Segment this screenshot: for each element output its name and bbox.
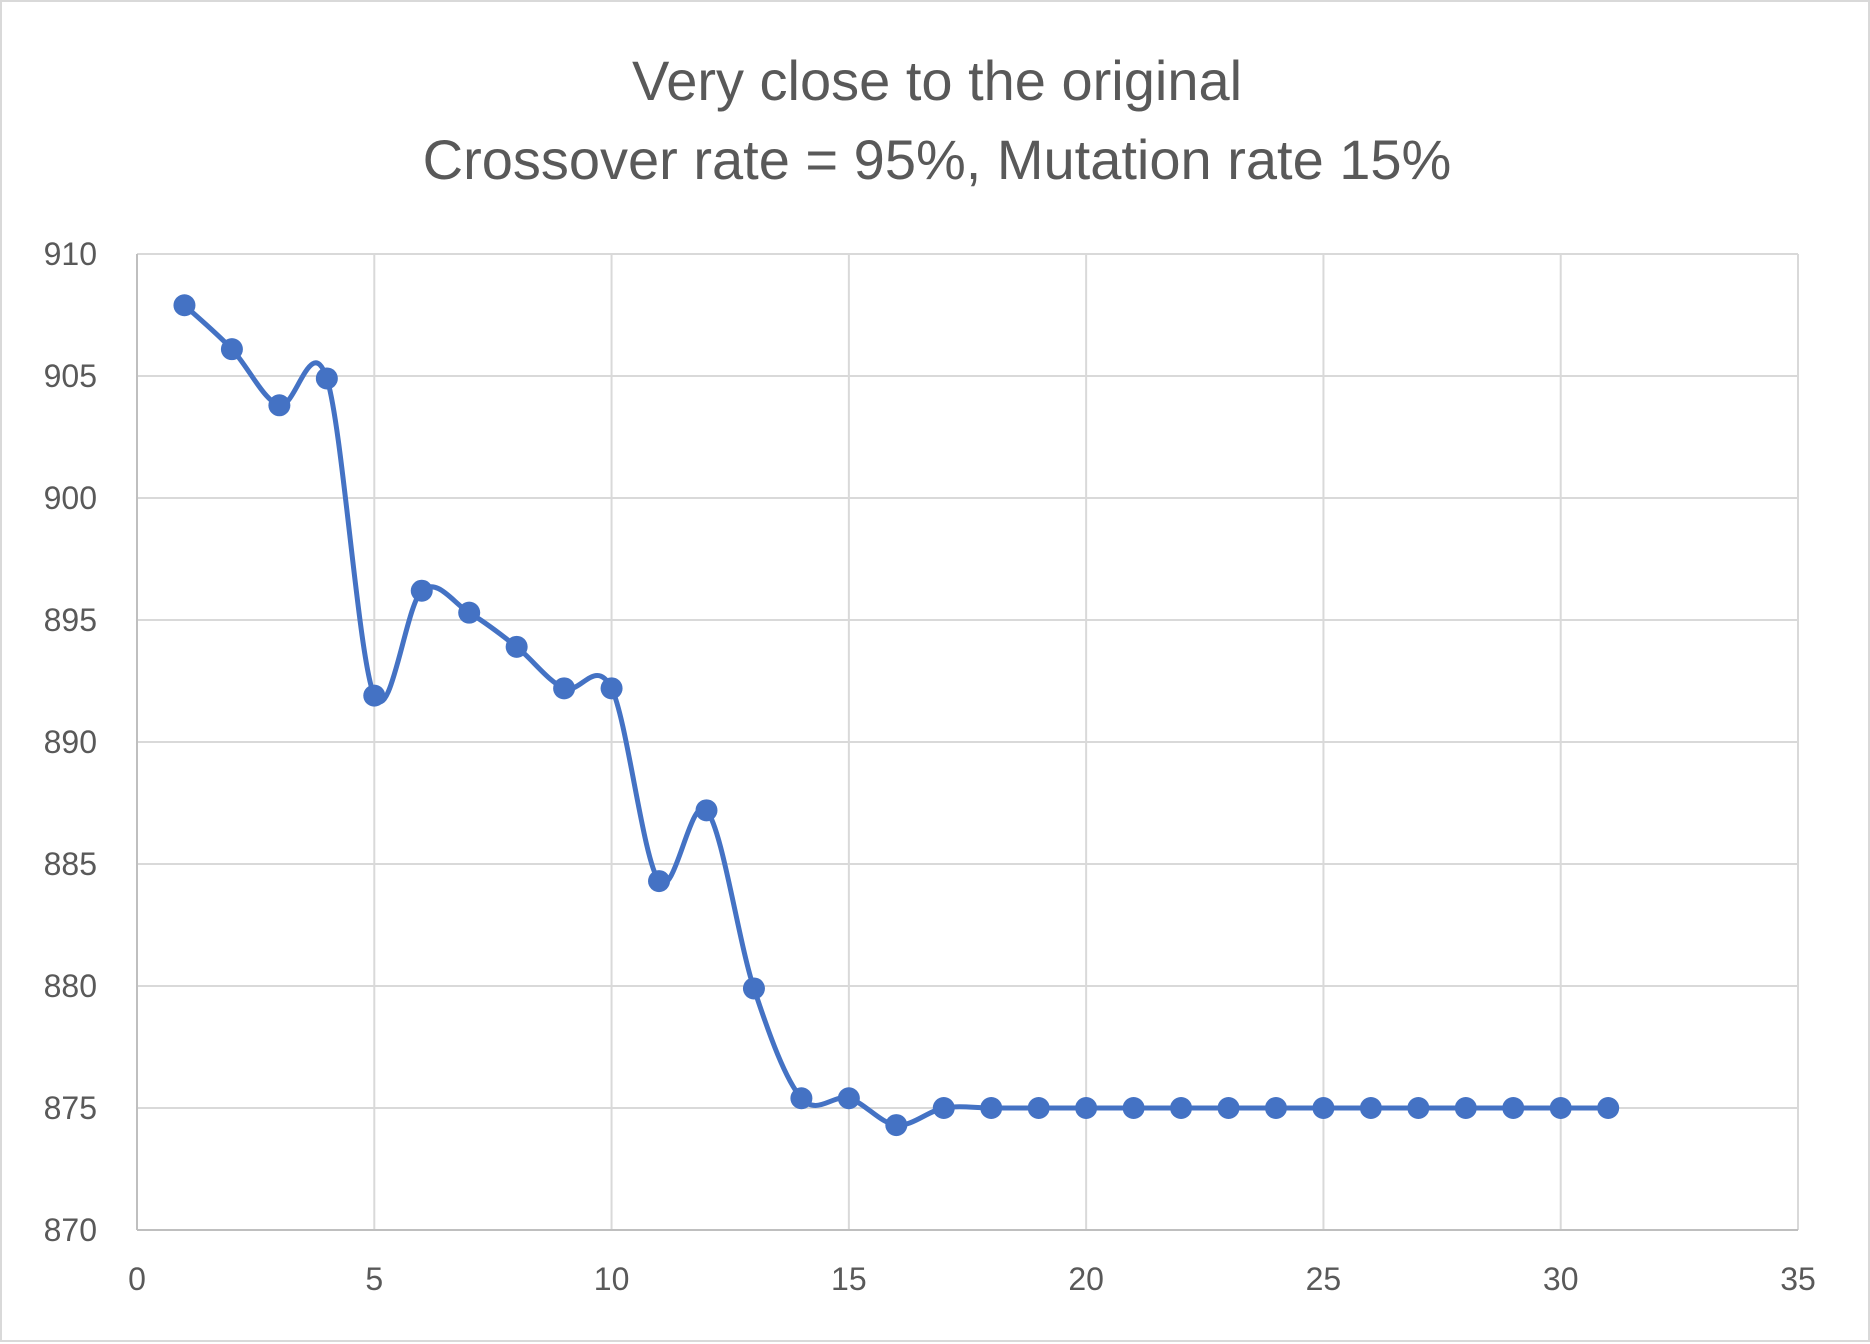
data-point <box>1312 1097 1335 1119</box>
chart-subtitle: Crossover rate = 95%, Mutation rate 15% <box>423 128 1452 191</box>
data-point <box>1597 1097 1620 1119</box>
data-point <box>885 1114 908 1137</box>
x-tick-label: 5 <box>365 1261 383 1297</box>
y-tick-label: 905 <box>44 358 97 394</box>
x-axis-tick-labels: 0 5 10 15 20 25 30 35 <box>128 1261 1816 1297</box>
x-tick-label: 25 <box>1306 1261 1342 1297</box>
data-point <box>410 579 433 602</box>
data-point <box>315 367 338 390</box>
data-point <box>458 601 481 624</box>
x-tick-label: 20 <box>1068 1261 1104 1297</box>
y-tick-label: 880 <box>44 968 97 1004</box>
data-point <box>980 1097 1003 1119</box>
data-point <box>1359 1097 1382 1119</box>
axes <box>136 254 1798 1231</box>
data-point <box>790 1087 813 1110</box>
y-tick-label: 900 <box>44 480 97 516</box>
data-point <box>1502 1097 1525 1119</box>
data-point <box>220 338 243 361</box>
y-tick-label: 885 <box>44 846 97 882</box>
data-point <box>363 684 386 707</box>
data-point <box>1075 1097 1098 1119</box>
x-tick-label: 10 <box>594 1261 630 1297</box>
data-point <box>1027 1097 1050 1119</box>
data-point <box>1170 1097 1193 1119</box>
data-point <box>1549 1097 1572 1119</box>
y-tick-label: 875 <box>44 1090 97 1126</box>
data-point <box>173 294 196 317</box>
y-tick-label: 895 <box>44 602 97 638</box>
data-point <box>1122 1097 1145 1119</box>
grid-lines <box>137 253 1799 1230</box>
data-point <box>268 394 291 417</box>
data-point <box>505 635 528 658</box>
x-tick-label: 0 <box>128 1261 146 1297</box>
series-layer <box>173 294 1620 1137</box>
y-tick-label: 910 <box>44 236 97 272</box>
data-point <box>1407 1097 1430 1119</box>
data-point <box>742 977 765 1000</box>
y-tick-label: 890 <box>44 724 97 760</box>
data-point <box>837 1087 860 1110</box>
data-point <box>695 799 718 822</box>
x-tick-label: 35 <box>1780 1261 1816 1297</box>
data-point <box>932 1097 955 1119</box>
data-point <box>1264 1097 1287 1119</box>
data-point <box>553 677 576 700</box>
data-point <box>648 870 671 893</box>
data-point <box>1217 1097 1240 1119</box>
chart-title: Very close to the original <box>632 49 1242 112</box>
y-tick-label: 870 <box>44 1212 97 1248</box>
series-line <box>181 302 1611 1128</box>
data-point <box>600 677 623 700</box>
data-point <box>1454 1097 1477 1119</box>
x-tick-label: 15 <box>831 1261 867 1297</box>
y-axis-tick-labels: 870 875 880 885 890 895 900 905 910 <box>44 236 97 1248</box>
x-tick-label: 30 <box>1543 1261 1579 1297</box>
